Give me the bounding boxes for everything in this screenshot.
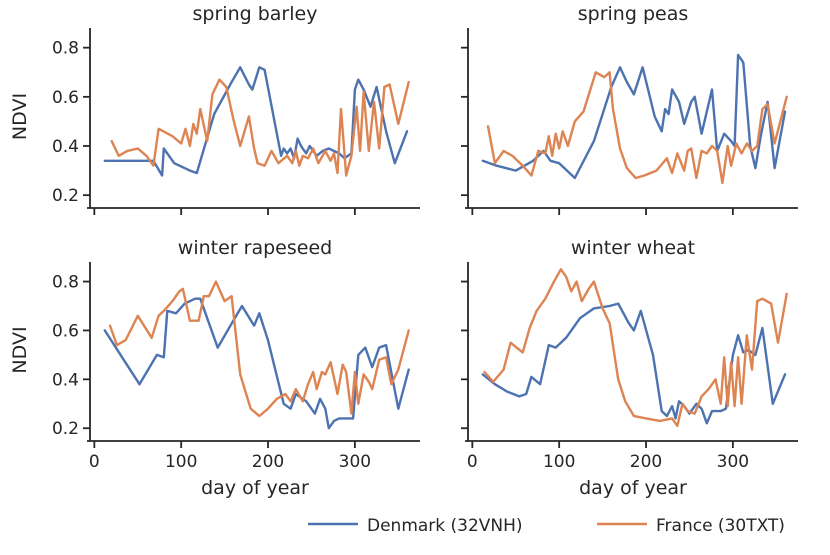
series-line-denmark [481, 302, 787, 425]
x-tick-label: 300 [717, 452, 749, 472]
y-tick-label: 0.4 [52, 370, 79, 390]
series-line-france [486, 71, 788, 185]
x-axis-label: day of year [579, 477, 687, 499]
y-tick-label: 0.8 [52, 39, 79, 59]
panel-title: spring barley [193, 3, 318, 25]
panel-1: spring barley 0.2 0.4 0.6 0.8 NDVI [9, 3, 420, 215]
y-axis-label: NDVI [9, 93, 31, 140]
y-tick-label: 0.4 [52, 137, 79, 157]
legend-label-denmark: Denmark (32VNH) [367, 516, 523, 536]
x-tick-label: 0 [89, 452, 100, 472]
x-tick-label: 100 [543, 452, 575, 472]
panel-4: winter wheat 0 100 200 300 day of year [461, 237, 798, 499]
panel-title: winter wheat [571, 237, 695, 259]
x-axis-label: day of year [201, 477, 309, 499]
x-tick-label: 300 [339, 452, 371, 472]
panel-title: winter rapeseed [178, 237, 332, 259]
series-line-france [108, 280, 410, 418]
x-tick-label: 200 [252, 452, 284, 472]
x-tick-label: 100 [165, 452, 197, 472]
y-tick-label: 0.2 [52, 419, 79, 439]
series-line-france [483, 268, 788, 427]
series-line-denmark [103, 66, 409, 177]
y-tick-label: 0.8 [52, 273, 79, 293]
y-tick-label: 0.2 [52, 186, 79, 206]
panel-title: spring peas [578, 3, 688, 25]
panel-3: winter rapeseed 0.2 0.4 0.6 0.8 0 100 200 300 NDV… [9, 237, 420, 499]
y-axis-label: NDVI [9, 326, 31, 373]
x-tick-label: 0 [467, 452, 478, 472]
y-tick-label: 0.6 [52, 321, 79, 341]
x-tick-label: 200 [630, 452, 662, 472]
series-line-denmark [481, 53, 787, 180]
y-tick-label: 0.6 [52, 88, 79, 108]
legend: Denmark (32VNH) France (30TXT) [308, 516, 785, 536]
legend-label-france: France (30TXT) [656, 516, 785, 536]
panel-2: spring peas [461, 3, 798, 215]
series-line-denmark [103, 297, 410, 430]
series-line-france [110, 78, 410, 177]
